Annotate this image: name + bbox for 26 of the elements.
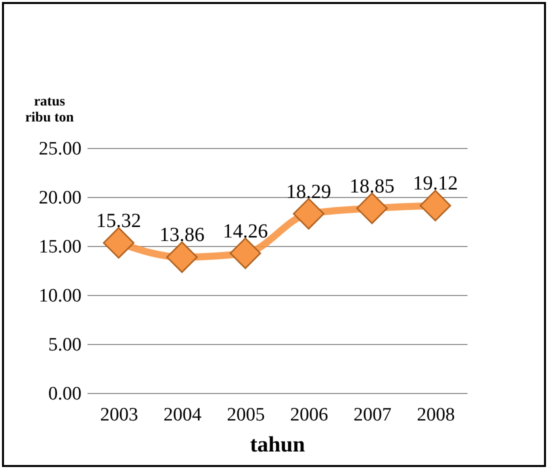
data-label: 19.12	[412, 172, 458, 195]
data-label: 14.26	[222, 220, 268, 242]
point	[292, 198, 324, 230]
point	[102, 227, 134, 259]
point	[230, 238, 262, 269]
x-tick-label: 2003	[100, 404, 138, 426]
data-label: 15.32	[96, 210, 142, 232]
y-axis-title: ratus ribu ton	[25, 94, 74, 126]
y-tick-label: 15.00	[38, 236, 82, 258]
x-tick-label: 2005	[226, 404, 265, 426]
x-tick-label: 2008	[416, 404, 455, 426]
x-axis-title: tahun	[250, 432, 306, 456]
data-label: 13.86	[160, 224, 204, 246]
y-tick-label: 10.00	[38, 286, 82, 306]
y-tick-label: 5.00	[48, 334, 82, 356]
data-label: 18.29	[286, 180, 332, 203]
x-tick-label: 2004	[164, 404, 202, 426]
point	[356, 192, 388, 224]
y-tick-label: 20.00	[38, 188, 82, 208]
y-tick-label: 0.00	[48, 384, 82, 404]
point	[420, 190, 452, 222]
x-tick-label: 2006	[290, 404, 328, 426]
data-label: 18.85	[350, 175, 394, 198]
x-tick-label: 2007	[354, 404, 392, 426]
point	[166, 241, 198, 273]
y-tick-label: 25.00	[38, 138, 82, 160]
